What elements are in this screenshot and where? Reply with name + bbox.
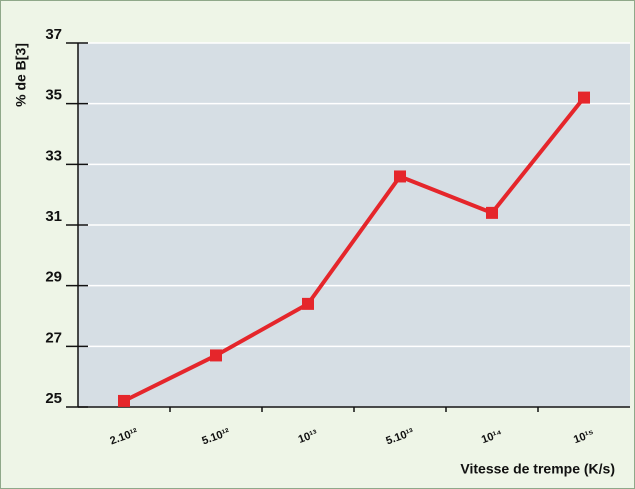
marker — [578, 91, 590, 104]
marker — [394, 170, 406, 183]
marker — [302, 297, 314, 310]
y-tick-label: 37 — [45, 26, 62, 43]
marker — [486, 206, 498, 219]
marker — [118, 394, 130, 407]
y-tick-label: 33 — [45, 147, 62, 164]
x-axis-label: Vitesse de trempe (K/s) — [460, 461, 615, 477]
y-tick-label: 27 — [45, 329, 62, 346]
line — [123, 96, 586, 403]
y-tick-label: 31 — [45, 208, 62, 225]
y-tick-label: 35 — [45, 87, 62, 104]
y-tick-label: 25 — [45, 390, 62, 407]
y-axis-label: % de B[3] — [13, 43, 29, 107]
marker — [210, 349, 222, 362]
y-tick-label: 29 — [45, 269, 62, 286]
